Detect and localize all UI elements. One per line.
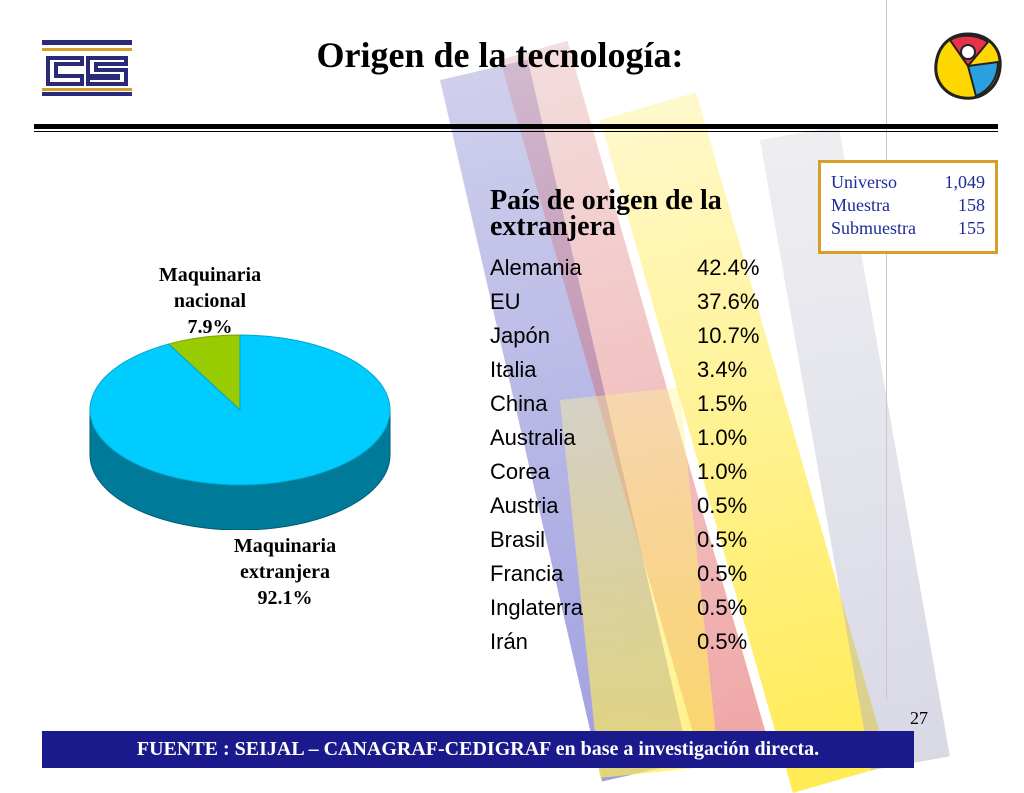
list-item: Austria 0.5%: [490, 489, 810, 523]
country-name: Inglaterra: [490, 595, 583, 620]
country-name: Alemania: [490, 255, 582, 280]
country-name: Irán: [490, 629, 528, 654]
country-name: EU: [490, 289, 521, 314]
sample-value: 155: [958, 218, 985, 238]
country-name: China: [490, 391, 548, 416]
pie-chart: [89, 334, 391, 530]
country-percentage: 0.5%: [697, 629, 748, 654]
country-name: Brasil: [490, 527, 546, 552]
country-name: Francia: [490, 561, 564, 586]
list-item: Japón 10.7%: [490, 319, 810, 353]
pie-label-value: 92.1%: [257, 587, 313, 609]
title-rule-thick: [34, 124, 998, 129]
list-item: Brasil 0.5%: [490, 523, 810, 557]
source-footer: FUENTE : SEIJAL – CANAGRAF-CEDIGRAF en b…: [42, 731, 914, 768]
country-percentage: 1.0%: [697, 459, 748, 484]
sample-value: 158: [958, 195, 985, 215]
country-percentage: 0.5%: [697, 493, 748, 518]
country-list: Alemania 42.4% EU 37.6% Japón 10.7% Italia 3…: [490, 251, 810, 659]
country-list-title: País de origen de la extranjera: [490, 185, 722, 242]
colorful-emblem-logo: [934, 32, 1002, 100]
sample-value: 1,049: [944, 172, 986, 192]
sample-row-submuestra: Submuestra 155: [831, 217, 985, 240]
sample-label: Muestra: [831, 195, 890, 215]
slide-margin-line: [886, 0, 887, 700]
country-percentage: 0.5%: [697, 561, 748, 586]
sample-row-muestra: Muestra 158: [831, 194, 985, 217]
country-percentage: 10.7%: [697, 323, 760, 348]
list-item: Irán 0.5%: [490, 625, 810, 659]
country-percentage: 1.0%: [697, 425, 748, 450]
country-percentage: 0.5%: [697, 527, 748, 552]
list-item: Italia 3.4%: [490, 353, 810, 387]
page-number: 27: [910, 708, 928, 728]
country-percentage: 42.4%: [697, 255, 760, 280]
sample-label: Universo: [831, 172, 897, 192]
pie-label-nacional: Maquinaria nacional 7.9%: [130, 262, 290, 340]
list-item: Francia 0.5%: [490, 557, 810, 591]
list-item: Corea 1.0%: [490, 455, 810, 489]
country-percentage: 37.6%: [697, 289, 760, 314]
country-name: Austria: [490, 493, 559, 518]
list-item: Inglaterra 0.5%: [490, 591, 810, 625]
sample-size-box: Universo 1,049 Muestra 158 Submuestra 15…: [818, 160, 998, 254]
pie-label-line: extranjera: [240, 561, 330, 583]
sample-label: Submuestra: [831, 218, 916, 238]
country-name: Australia: [490, 425, 576, 450]
list-item: Australia 1.0%: [490, 421, 810, 455]
list-item: China 1.5%: [490, 387, 810, 421]
pie-label-line: Maquinaria: [233, 535, 337, 557]
country-percentage: 0.5%: [697, 595, 748, 620]
title-rule-thin: [34, 131, 998, 132]
list-item: EU 37.6%: [490, 285, 810, 319]
sample-row-universo: Universo 1,049: [831, 171, 985, 194]
pie-label-value: 7.9%: [187, 316, 233, 338]
country-name: Corea: [490, 459, 550, 484]
country-percentage: 1.5%: [697, 391, 748, 416]
slide-title: Origen de la tecnología:: [316, 35, 684, 75]
country-percentage: 3.4%: [697, 357, 748, 382]
pie-label-extranjera: Maquinaria extranjera 92.1%: [200, 533, 370, 611]
pie-label-line: Maquinaria: [158, 264, 262, 286]
country-name: Japón: [490, 323, 550, 348]
organization-logo: [42, 40, 132, 96]
list-item: Alemania 42.4%: [490, 251, 810, 285]
pie-label-line: nacional: [173, 290, 247, 312]
country-name: Italia: [490, 357, 537, 382]
pie-slice-extranjera: [89, 334, 391, 486]
